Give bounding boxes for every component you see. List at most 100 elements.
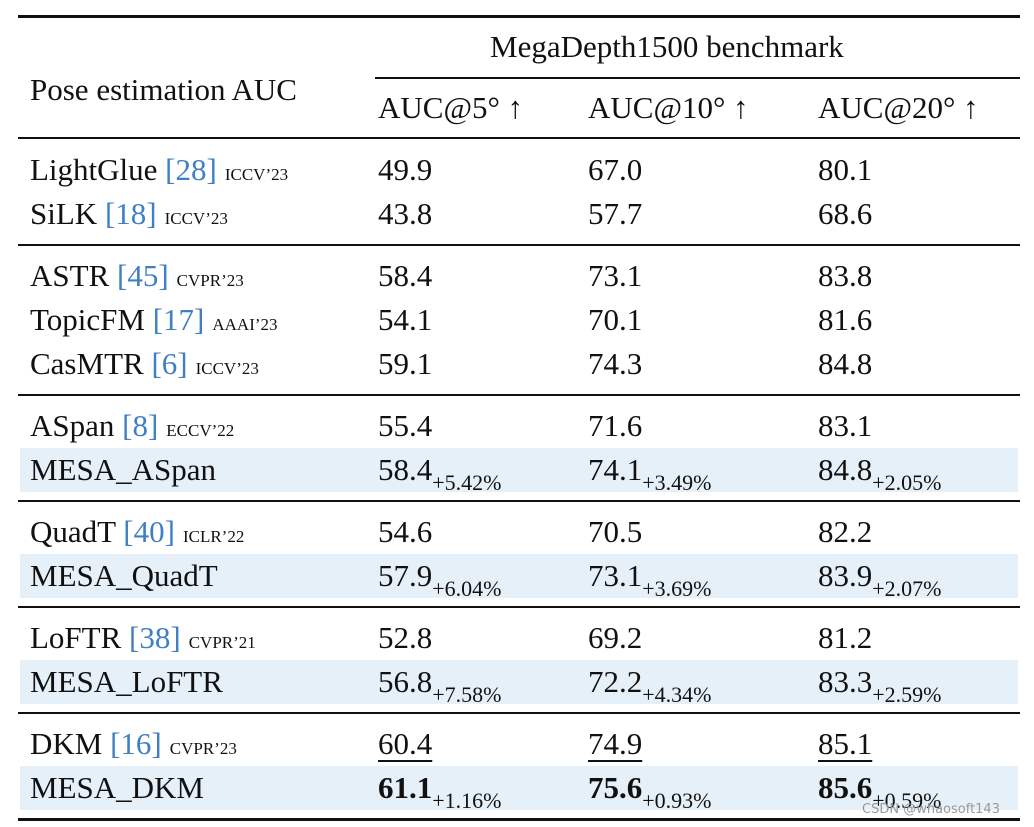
value: 43.8 [378, 196, 433, 231]
method-cell: DKM [16] CVPR’23 [30, 722, 237, 771]
method-name: CasMTR [30, 346, 144, 381]
value: 57.9 [378, 558, 433, 593]
value: 75.6 [588, 770, 643, 805]
rule [18, 244, 1020, 246]
value-cell: 80.1 [818, 148, 872, 192]
value: 81.6 [818, 302, 873, 337]
value: 80.1 [818, 152, 873, 187]
value: 71.6 [588, 408, 643, 443]
citation: [17] [152, 302, 205, 337]
value: 74.9 [588, 726, 643, 761]
value: 59.1 [378, 346, 433, 381]
value: 56.8 [378, 664, 433, 699]
method-name: QuadT [30, 514, 116, 549]
value: 60.4 [378, 726, 433, 761]
value-cell: 60.4 [378, 722, 432, 766]
value-cell: 54.1 [378, 298, 432, 342]
value-cell: 71.6 [588, 404, 642, 448]
row-shading [20, 448, 1018, 492]
row-shading [20, 766, 1018, 810]
value-cell: 83.8 [818, 254, 872, 298]
value: 83.1 [818, 408, 873, 443]
value: 83.3 [818, 664, 873, 699]
value: 52.8 [378, 620, 433, 655]
value: 74.1 [588, 452, 643, 487]
delta: +2.05% [872, 470, 942, 495]
citation: [18] [104, 196, 157, 231]
method-name: MESA_DKM [30, 770, 204, 805]
method-name: LightGlue [30, 152, 158, 187]
method-cell: MESA_QuadT [30, 554, 218, 598]
value-cell: 43.8 [378, 192, 432, 236]
value: 68.6 [818, 196, 873, 231]
value-cell: 58.4 [378, 254, 432, 298]
value-cell: 68.6 [818, 192, 872, 236]
value-cell: 54.6 [378, 510, 432, 554]
rule [18, 606, 1020, 608]
value: 70.5 [588, 514, 643, 549]
method-name: SiLK [30, 196, 98, 231]
column-header: AUC@20° ↑ [818, 90, 979, 125]
citation: [6] [151, 346, 188, 381]
method-cell: MESA_ASpan [30, 448, 216, 492]
value-cell: 74.9 [588, 722, 642, 766]
value-cell: 61.1+1.16% [378, 766, 501, 813]
value: 85.6 [818, 770, 873, 805]
delta: +2.59% [872, 682, 942, 707]
venue: ICCV’23 [164, 209, 228, 228]
group-title: MegaDepth1500 benchmark [490, 29, 844, 64]
value: 54.1 [378, 302, 433, 337]
method-cell: QuadT [40] ICLR’22 [30, 510, 244, 559]
value: 81.2 [818, 620, 873, 655]
value-cell: 70.1 [588, 298, 642, 342]
value-cell: 57.7 [588, 192, 642, 236]
value-cell: 82.2 [818, 510, 872, 554]
value-cell: 59.1 [378, 342, 432, 386]
method-cell: SiLK [18] ICCV’23 [30, 192, 228, 241]
delta: +3.49% [642, 470, 712, 495]
value: 57.7 [588, 196, 643, 231]
delta: +6.04% [432, 576, 502, 601]
value: 85.1 [818, 726, 873, 761]
venue: ICCV’23 [224, 165, 289, 184]
value: 73.1 [588, 258, 643, 293]
value-cell: 75.6+0.93% [588, 766, 711, 813]
venue: CVPR’23 [169, 739, 237, 758]
watermark: CSDN @whaosoft143 [862, 802, 1000, 817]
value: 67.0 [588, 152, 643, 187]
venue: CVPR’23 [176, 271, 244, 290]
method-cell: CasMTR [6] ICCV’23 [30, 342, 259, 391]
delta: +3.69% [642, 576, 712, 601]
method-name: MESA_ASpan [30, 452, 217, 487]
value-cell: 70.5 [588, 510, 642, 554]
value: 58.4 [378, 258, 433, 293]
rule [18, 15, 1020, 18]
rule [18, 137, 1020, 139]
column-header: AUC@10° ↑ [588, 90, 749, 125]
value-cell: 85.1 [818, 722, 872, 766]
delta: +2.07% [872, 576, 942, 601]
value: 55.4 [378, 408, 433, 443]
value: 70.1 [588, 302, 643, 337]
method-cell: MESA_DKM [30, 766, 204, 810]
venue: ICLR’22 [182, 527, 245, 546]
delta: +7.58% [432, 682, 502, 707]
value: 83.8 [818, 258, 873, 293]
citation: [16] [110, 726, 162, 761]
rule [18, 712, 1020, 714]
method-cell: ASpan [8] ECCV’22 [30, 404, 234, 453]
value: 84.8 [818, 346, 873, 381]
value: 58.4 [378, 452, 433, 487]
column-header: AUC@5° ↑ [378, 90, 524, 125]
method-name: ASpan [30, 408, 115, 443]
value-cell: 81.2 [818, 616, 872, 660]
citation: [45] [117, 258, 169, 293]
method-name: TopicFM [30, 302, 145, 337]
row-shading [20, 554, 1018, 598]
method-name: MESA_QuadT [30, 558, 218, 593]
rule [18, 394, 1020, 396]
row-label-header: Pose estimation AUC [30, 72, 297, 107]
method-name: ASTR [30, 258, 110, 293]
value-cell: 49.9 [378, 148, 432, 192]
method-cell: LightGlue [28] ICCV’23 [30, 148, 288, 197]
